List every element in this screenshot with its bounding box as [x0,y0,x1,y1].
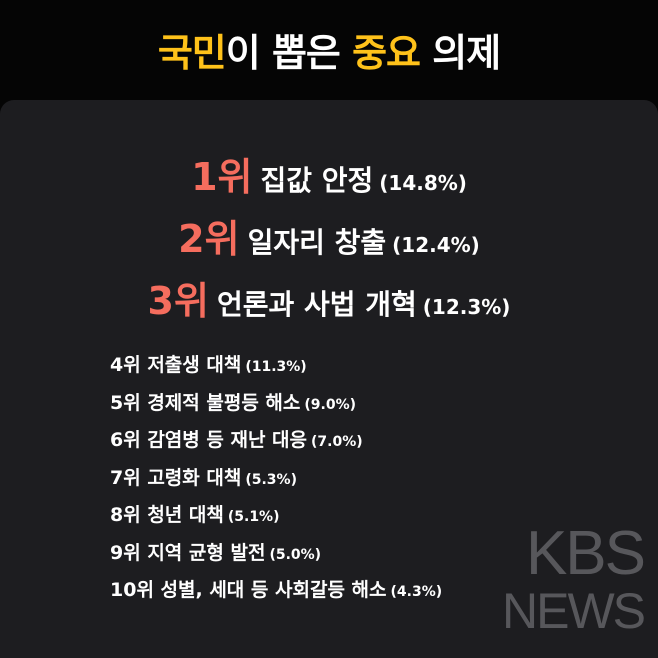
item-share: (7.0%) [311,434,363,450]
item-share: (9.0%) [304,396,357,413]
item-label: 10위 성별, 세대 등 사회갈등 해소 [110,579,387,601]
item-label: 집값 안정 [260,164,374,197]
list-item: 5위 경제적 불평등 해소 (9.0%) [110,388,356,415]
item-label: 6위 감염병 등 재난 대응 [110,429,307,451]
top-item: 1위 집값 안정 (14.8%) [0,146,658,201]
rank: 3위 [147,279,209,323]
title-part: 중요 [352,31,421,75]
list-item: 10위 성별, 세대 등 사회갈등 해소 (4.3%) [110,575,442,602]
item-label: 7위 고령화 대책 [110,466,242,489]
item-label: 4위 저출생 대책 [110,354,242,376]
item-label: 일자리 창출 [247,226,387,259]
item-share: (4.3%) [390,584,443,600]
item-share: (5.1%) [227,509,280,525]
title-part: 이 뽑은 [225,31,353,75]
list-item: 4위 저출생 대책 (11.3%) [110,350,307,377]
item-label: 8위 청년 대책 [110,504,224,526]
item-share: (14.8%) [379,171,467,195]
item-share: (5.0%) [269,546,322,563]
rank: 2위 [178,217,240,261]
list-item: 7위 고령화 대책 (5.3%) [110,463,297,490]
item-share: (12.3%) [422,295,511,319]
watermark: KBS [525,519,646,588]
list-item: 9위 지역 균형 발전 (5.0%) [110,538,321,565]
item-share: (11.3%) [245,359,307,375]
list-item: 6위 감염병 등 재난 대응 (7.0%) [110,425,363,452]
top-item: 3위 언론과 사법 개혁 (12.3%) [0,270,658,325]
rank: 1위 [191,155,253,199]
title-part: 국민 [157,31,227,75]
item-label: 5위 경제적 불평등 해소 [110,391,301,414]
title: 국민이 뽑은 중요 의제 [0,22,658,77]
item-label: 언론과 사법 개혁 [216,288,417,321]
watermark: NEWS [502,583,646,639]
item-share: (5.3%) [245,471,297,488]
item-label: 9위 지역 균형 발전 [110,541,266,564]
panel [0,100,658,658]
top-item: 2위 일자리 창출 (12.4%) [0,208,658,263]
list-item: 8위 청년 대책 (5.1%) [110,500,279,527]
item-share: (12.4%) [392,233,480,257]
title-part: 의제 [420,31,501,75]
